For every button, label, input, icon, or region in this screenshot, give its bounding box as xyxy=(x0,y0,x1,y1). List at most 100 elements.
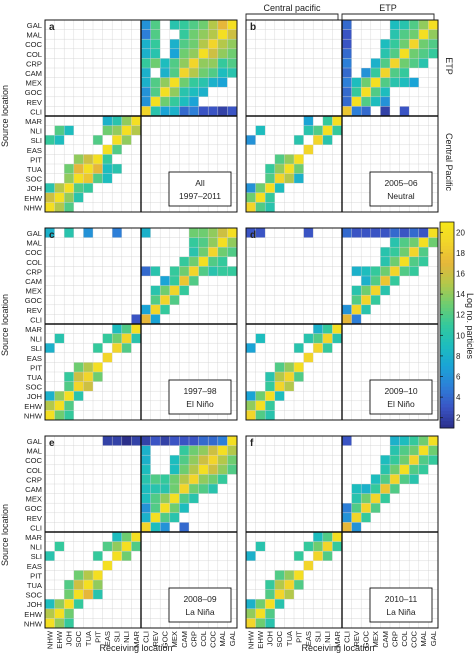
heatmap-cell xyxy=(380,96,390,107)
colorbar: 2 4 6 8 10 12 14 16 18 20 xyxy=(439,221,465,429)
heatmap-cell xyxy=(169,503,180,513)
heatmap-cell xyxy=(73,362,84,372)
heatmap-cell xyxy=(380,464,390,475)
heatmap-cell xyxy=(45,135,55,145)
heatmap-cell xyxy=(131,116,141,126)
heatmap-cell xyxy=(179,503,189,513)
heatmap-cell xyxy=(208,68,218,78)
colorbar-tick-label: 18 xyxy=(456,249,465,258)
top-brackets xyxy=(245,13,435,20)
heatmap-cell xyxy=(418,445,429,456)
heatmap-cell xyxy=(93,362,103,372)
heatmap-cell xyxy=(294,164,304,174)
heatmap-cell xyxy=(73,164,84,174)
heatmap-cell xyxy=(64,125,74,136)
heatmap-cell xyxy=(361,87,371,97)
heatmap-cell xyxy=(246,410,256,420)
heatmap-cell xyxy=(351,493,362,504)
panel-letter: f xyxy=(250,438,254,449)
heatmap-cell xyxy=(169,48,180,59)
source-tick-label: EHW xyxy=(24,610,43,619)
heatmap-cell xyxy=(131,324,141,334)
panel-letter: d xyxy=(250,230,256,241)
heatmap-cell xyxy=(141,77,151,88)
heatmap-cell xyxy=(121,135,132,145)
source-tick-label: CAM xyxy=(25,485,42,494)
heatmap-cell xyxy=(169,436,180,446)
heatmap-cell xyxy=(246,599,256,609)
heatmap-cell xyxy=(102,560,113,571)
heatmap-cell xyxy=(169,285,180,296)
heatmap-cell xyxy=(93,589,103,600)
period-phase: 1997–2011 xyxy=(179,191,221,201)
heatmap-cell xyxy=(131,436,141,446)
period-box xyxy=(369,587,433,623)
heatmap-cell xyxy=(141,484,151,494)
heatmap-cell xyxy=(274,154,285,164)
heatmap-cell xyxy=(179,68,189,78)
heatmap-cell xyxy=(45,608,55,619)
heatmap-cell xyxy=(179,77,189,88)
heatmap-cell xyxy=(208,266,218,276)
heatmap-cell xyxy=(380,266,390,276)
heatmap-cell xyxy=(73,154,84,164)
heatmap-cell xyxy=(141,445,151,456)
heatmap-cell xyxy=(380,39,390,49)
source-tick-label: PIT xyxy=(30,571,42,580)
heatmap-cell xyxy=(208,228,218,238)
heatmap-cell xyxy=(189,106,199,116)
heatmap-cell xyxy=(370,474,381,484)
heatmap-cell xyxy=(54,202,65,212)
heatmap-cell xyxy=(418,228,429,238)
receiver-tick-label: GAL xyxy=(228,631,237,646)
receiver-tick-label: EHW xyxy=(55,630,64,649)
heatmap-cell xyxy=(399,455,410,465)
heatmap-cell xyxy=(255,608,266,619)
heatmap-cell xyxy=(73,173,84,184)
source-tick-label: GAL xyxy=(27,229,42,238)
heatmap-cell xyxy=(428,436,438,446)
colorbar-segment xyxy=(440,314,454,319)
heatmap-cell xyxy=(45,202,55,212)
source-tick-label: JOH xyxy=(27,184,42,193)
heatmap-cell xyxy=(102,173,113,184)
colorbar-segment xyxy=(440,359,454,364)
heatmap-cell xyxy=(179,455,189,465)
heatmap-cell xyxy=(179,464,189,475)
heatmap-cell xyxy=(380,77,390,88)
colorbar-segment xyxy=(440,246,454,250)
colorbar-segment xyxy=(440,325,454,329)
heatmap-cell xyxy=(428,39,438,49)
heatmap-cell xyxy=(246,183,256,193)
heatmap-cell xyxy=(227,455,237,465)
heatmap-cell xyxy=(399,445,410,456)
source-tick-label: NHW xyxy=(24,411,43,420)
heatmap-cell xyxy=(380,106,390,116)
source-tick-label: EHW xyxy=(24,194,43,203)
colorbar-segment xyxy=(440,235,454,240)
heatmap-cell xyxy=(150,20,161,30)
heatmap-cell xyxy=(121,532,132,542)
heatmap-cell xyxy=(54,183,65,193)
colorbar-segment xyxy=(440,376,454,381)
heatmap-cell xyxy=(150,39,161,49)
heatmap-cell xyxy=(284,154,294,164)
source-tick-label: EAS xyxy=(27,146,42,155)
heatmap-cell xyxy=(64,372,74,382)
heatmap-cell xyxy=(141,228,151,238)
heatmap-cell xyxy=(409,256,419,267)
heatmap-cell xyxy=(141,106,151,116)
heatmap-cell xyxy=(351,484,362,494)
heatmap-cell xyxy=(409,474,419,484)
heatmap-cell xyxy=(370,58,381,68)
top-bracket-label-central-pacific: Central pacific xyxy=(263,3,321,13)
colorbar-tick-label: 12 xyxy=(456,311,465,320)
receiver-tick-label: SOC xyxy=(74,630,83,647)
heatmap-cell xyxy=(284,570,294,580)
heatmap-cell xyxy=(246,391,256,401)
heatmap-cell xyxy=(217,436,228,446)
heatmap-cell xyxy=(303,125,314,136)
heatmap-cell xyxy=(112,324,122,334)
heatmap-cell xyxy=(227,228,237,238)
